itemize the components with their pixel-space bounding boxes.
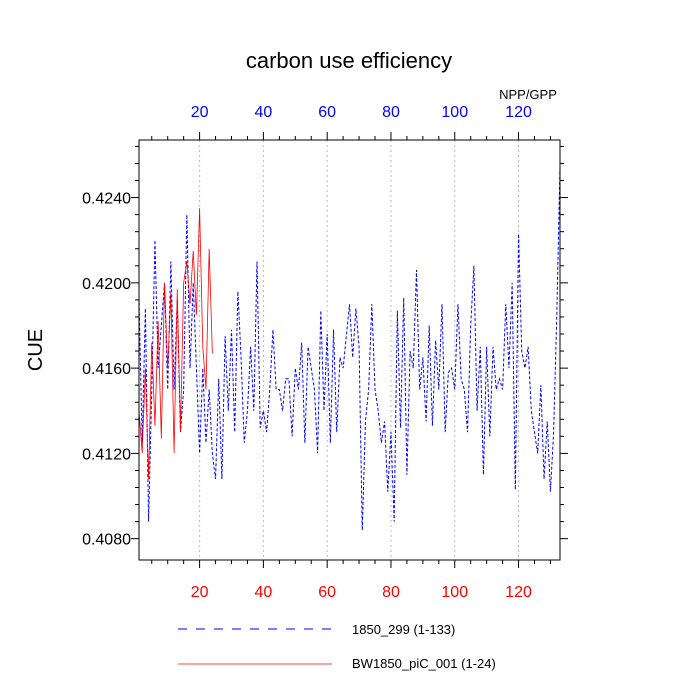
- x-tick-label-bottom: 20: [191, 584, 209, 601]
- minor-tick-marks: [135, 136, 564, 564]
- x-tick-label-bottom: 120: [505, 584, 532, 601]
- y-tick-label: 0.4240: [82, 191, 131, 208]
- x-tick-label-bottom: 60: [318, 584, 336, 601]
- x-tick-label-top: 120: [505, 104, 532, 121]
- y-tick-label: 0.4200: [82, 276, 131, 293]
- x-axis-top-ticks: 20 40 60 80 100 120: [191, 104, 532, 140]
- legend-label-series-1: 1850_299 (1-133): [352, 622, 455, 637]
- x-tick-label-top: 40: [254, 104, 272, 121]
- plot-frame: [138, 139, 561, 561]
- series-line-1: [138, 165, 561, 531]
- y-axis-label: CUE: [25, 329, 47, 371]
- x-tick-label-top: 100: [441, 104, 468, 121]
- y-tick-label: 0.4160: [82, 361, 131, 378]
- x-tick-label-bottom: 80: [382, 584, 400, 601]
- x-tick-label-top: 60: [318, 104, 336, 121]
- y-tick-label: 0.4120: [82, 446, 131, 463]
- units-label: NPP/GPP: [499, 87, 557, 102]
- x-tick-label-bottom: 40: [254, 584, 272, 601]
- legend-label-series-2: BW1850_piC_001 (1-24): [352, 656, 496, 671]
- x-tick-label-top: 80: [382, 104, 400, 121]
- series-line-2: [138, 208, 213, 479]
- x-tick-label-top: 20: [191, 104, 209, 121]
- legend: 1850_299 (1-133) BW1850_piC_001 (1-24): [178, 622, 496, 671]
- chart-title: carbon use efficiency: [246, 48, 452, 73]
- x-tick-label-bottom: 100: [441, 584, 468, 601]
- data-series: [138, 165, 561, 531]
- x-axis-bottom-ticks: 20 40 60 80 100 120: [191, 560, 532, 601]
- y-axis-ticks: 0.4080 0.4120 0.4160 0.4200 0.4240: [82, 191, 568, 549]
- y-tick-label: 0.4080: [82, 532, 131, 549]
